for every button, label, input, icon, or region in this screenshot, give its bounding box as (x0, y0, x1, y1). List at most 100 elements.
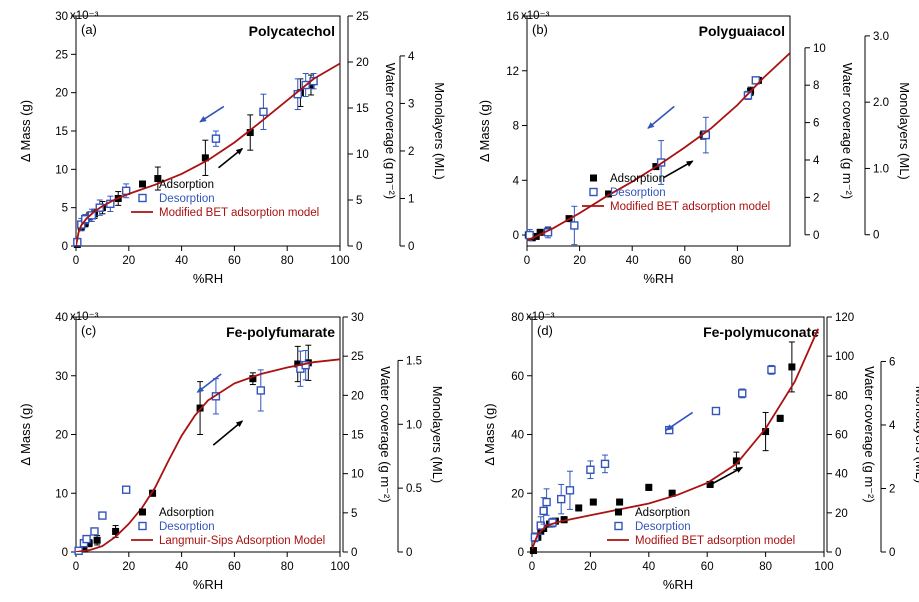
x-tick-label: 0 (73, 561, 79, 573)
adsorption-point (93, 536, 101, 544)
adsorption-point (154, 175, 162, 183)
adsorption-point (762, 428, 770, 436)
right1-tick-label: 60 (835, 430, 848, 442)
y-tick-label: 16 (506, 11, 519, 23)
x-tick-label: 60 (228, 561, 241, 573)
panel-label: (c) (81, 323, 96, 338)
right1-tick-label: 100 (835, 351, 854, 363)
adsorption-point (616, 498, 624, 506)
right2-tick-label: 1 (408, 193, 414, 205)
legend-entry: Desorption (159, 193, 215, 205)
desorption-point (586, 465, 595, 474)
adsorption-arrow (706, 466, 744, 488)
right2-tick-label: 3 (408, 98, 414, 110)
adsorption-point (112, 527, 120, 535)
legend-entry: Langmuir-Sips Adsorption Model (159, 535, 325, 547)
legend-swatch-adsorption (615, 508, 622, 516)
legend-entry: Desorption (159, 521, 215, 533)
y-tick-label: 20 (511, 488, 524, 500)
x-tick-label: 80 (281, 255, 294, 267)
adsorption-point (575, 504, 583, 512)
adsorption-point (776, 414, 784, 422)
right1-tick-label: 10 (351, 469, 364, 481)
y-tick-label: 30 (55, 11, 68, 23)
legend-entry: Desorption (635, 521, 691, 533)
legend: Adsorption Desorption Modified BET adsorpt… (131, 179, 319, 219)
desorption-point (211, 134, 221, 143)
x-tick-label: 100 (330, 255, 349, 267)
legend-entry: Adsorption (159, 179, 214, 191)
adsorption-point (589, 498, 597, 506)
desorption-point (98, 511, 107, 520)
right2-tick-label: 6 (889, 356, 895, 368)
y-tick-label: 0 (62, 241, 68, 253)
y-tick-label: 10 (55, 164, 68, 176)
y-tick-label: 4 (513, 175, 520, 187)
right1-tick-label: 15 (351, 430, 364, 442)
adsorption-arrow (212, 420, 244, 446)
desorption-arrow (196, 373, 222, 393)
desorption-point (557, 494, 566, 504)
y-tick-label: 20 (55, 88, 68, 100)
y-exponent-label: x10⁻³ (70, 10, 99, 22)
right1-tick-label: 5 (351, 508, 357, 520)
y-exponent-label: x10⁻³ (70, 311, 99, 323)
y-axis-label: Δ Mass (g) (18, 100, 33, 162)
right2-tick-label: 1.5 (406, 355, 422, 367)
right2-axis-label: Monolayers (ML) (913, 386, 919, 484)
legend-swatch-desorption (589, 187, 598, 197)
right1-tick-label: 8 (813, 80, 819, 92)
legend-swatch-desorption (614, 521, 623, 531)
adsorption-point (294, 360, 302, 368)
adsorption-point (249, 375, 257, 383)
y-tick-label: 8 (513, 121, 519, 133)
right2-tick-label: 0 (873, 230, 879, 242)
x-axis-label: %RH (193, 271, 223, 286)
desorption-point (536, 521, 545, 530)
model-line (527, 52, 790, 242)
right2-tick-label: 0 (406, 547, 412, 559)
desorption-point (90, 527, 99, 536)
right1-tick-label: 20 (835, 508, 848, 520)
y-tick-label: 0 (62, 547, 68, 559)
y-tick-label: 30 (55, 371, 68, 383)
legend-entry: Adsorption (159, 507, 214, 519)
legend: Adsorption Desorption Langmuir-Sips Adsorp… (131, 507, 325, 547)
y-tick-label: 25 (55, 49, 68, 61)
legend-swatch-desorption (138, 521, 147, 531)
right1-tick-label: 25 (356, 11, 369, 23)
adsorption-point (529, 547, 537, 555)
right2-tick-label: 0 (889, 547, 895, 559)
x-tick-label: 60 (701, 561, 714, 573)
x-tick-label: 40 (626, 255, 639, 267)
right1-tick-label: 10 (813, 43, 826, 55)
desorption-point (121, 485, 131, 494)
legend: Adsorption Desorption Modified BET adsorpt… (607, 507, 795, 547)
x-tick-label: 60 (678, 255, 691, 267)
chart-title: Fe-polyfumarate (226, 324, 335, 340)
x-tick-label: 100 (814, 561, 833, 573)
right2-tick-label: 0 (408, 241, 414, 253)
right1-tick-label: 80 (835, 390, 848, 402)
right1-axis-label: Water coverage (g m⁻²) (383, 63, 398, 199)
right2-axis-label: Monolayers (ML) (430, 386, 445, 484)
right1-tick-label: 6 (813, 118, 819, 130)
y-tick-label: 80 (511, 312, 524, 324)
model-line (532, 328, 820, 550)
adsorption-point (196, 404, 204, 412)
y-tick-label: 60 (511, 371, 524, 383)
legend-entry: Modified BET adsorption model (635, 535, 795, 547)
right1-tick-label: 0 (356, 241, 362, 253)
desorption-point (751, 76, 761, 85)
adsorption-point (536, 228, 544, 236)
x-tick-label: 0 (529, 561, 535, 573)
y-tick-label: 5 (62, 203, 68, 215)
panel-label: (d) (537, 323, 553, 338)
desorption-point (82, 534, 91, 544)
x-tick-label: 80 (281, 561, 294, 573)
right2-tick-label: 1.0 (873, 163, 889, 175)
